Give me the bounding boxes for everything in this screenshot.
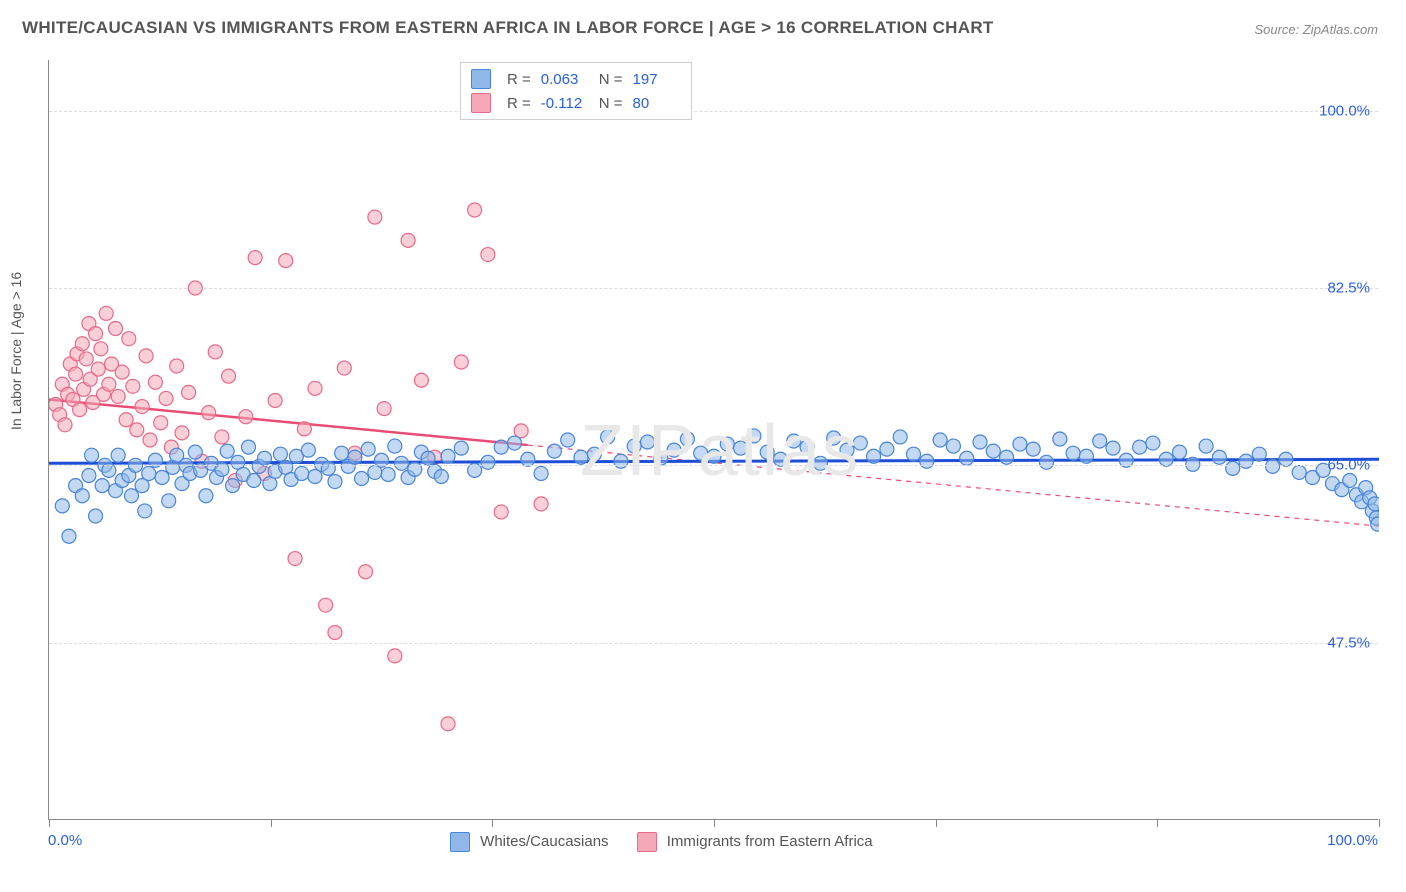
stats-r-label2: R =	[507, 95, 531, 112]
legend-bottom: Whites/Caucasians Immigrants from Easter…	[450, 832, 873, 852]
chart-container: WHITE/CAUCASIAN VS IMMIGRANTS FROM EASTE…	[0, 0, 1406, 892]
stats-n-label: N =	[599, 71, 623, 88]
x-axis-min-label: 0.0%	[48, 832, 82, 849]
stats-swatch-pink	[471, 93, 491, 113]
y-axis-title: In Labor Force | Age > 16	[8, 272, 24, 430]
source-attribution: Source: ZipAtlas.com	[1254, 22, 1378, 37]
stats-n-blue: 197	[633, 71, 681, 88]
stats-n-label2: N =	[599, 95, 623, 112]
legend-stats-row-blue: R = 0.063 N = 197	[471, 67, 681, 91]
stats-r-pink: -0.112	[541, 95, 589, 112]
legend-stats-row-pink: R = -0.112 N = 80	[471, 91, 681, 115]
stats-r-label: R =	[507, 71, 531, 88]
legend-item-blue: Whites/Caucasians	[450, 832, 609, 852]
stats-swatch-blue	[471, 69, 491, 89]
chart-title: WHITE/CAUCASIAN VS IMMIGRANTS FROM EASTE…	[22, 18, 994, 38]
stats-n-pink: 80	[633, 95, 681, 112]
legend-label-blue: Whites/Caucasians	[480, 833, 608, 850]
scatter-svg	[49, 60, 1379, 820]
x-axis-max-label: 100.0%	[1327, 832, 1378, 849]
legend-stats-box: R = 0.063 N = 197 R = -0.112 N = 80	[460, 62, 692, 120]
y-tick-label: 47.5%	[1327, 634, 1370, 651]
legend-label-pink: Immigrants from Eastern Africa	[667, 833, 873, 850]
plot-area: 47.5% 65.0% 82.5% 100.0%	[48, 60, 1378, 820]
swatch-blue	[450, 832, 470, 852]
swatch-pink	[637, 832, 657, 852]
legend-item-pink: Immigrants from Eastern Africa	[637, 832, 873, 852]
y-tick-label: 65.0%	[1327, 457, 1370, 474]
y-tick-label: 100.0%	[1319, 102, 1370, 119]
y-tick-label: 82.5%	[1327, 280, 1370, 297]
stats-r-blue: 0.063	[541, 71, 589, 88]
